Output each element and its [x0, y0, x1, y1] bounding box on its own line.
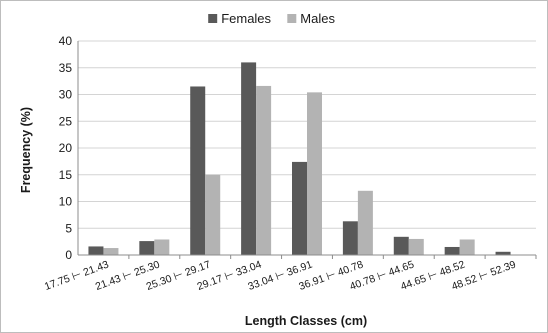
bars	[88, 62, 511, 256]
bar-males	[357, 190, 373, 255]
bar-males	[205, 174, 221, 255]
bar-males	[154, 239, 170, 255]
legend-label-males: Males	[300, 11, 335, 26]
y-tick-label: 35	[59, 61, 73, 75]
y-tick-label: 0	[65, 248, 72, 262]
legend-swatch-males	[287, 14, 297, 23]
legend-swatch-females	[208, 14, 218, 23]
y-tick-label: 10	[59, 195, 73, 209]
bar-females	[292, 161, 307, 255]
bar-males	[459, 239, 475, 255]
bar-females	[190, 86, 206, 255]
bar-males	[256, 85, 272, 255]
legend: Females Males	[208, 11, 335, 26]
bar-females	[139, 241, 155, 255]
y-tick-label: 25	[59, 114, 73, 128]
bar-females	[444, 246, 460, 255]
bar-males	[103, 248, 119, 255]
bar-females	[393, 236, 409, 255]
x-axis-title: Length Classes (cm)	[245, 314, 367, 328]
bar-females	[495, 251, 511, 255]
bar-males	[307, 92, 322, 255]
y-tick-label: 40	[59, 34, 73, 48]
y-axis-title: Frequency (%)	[19, 107, 33, 193]
y-tick-label: 30	[59, 88, 73, 102]
axes	[77, 41, 537, 259]
y-tick-label: 5	[65, 221, 72, 235]
bar-females	[241, 62, 257, 256]
bar-females	[342, 221, 358, 255]
y-tick-label: 15	[59, 168, 73, 182]
y-tick-label: 20	[59, 141, 73, 155]
legend-label-females: Females	[221, 11, 271, 26]
bar-males	[408, 238, 424, 255]
bar-females	[88, 246, 104, 255]
y-tick-labels: 0 5 10 15 20 25 30 35 40	[59, 34, 73, 262]
